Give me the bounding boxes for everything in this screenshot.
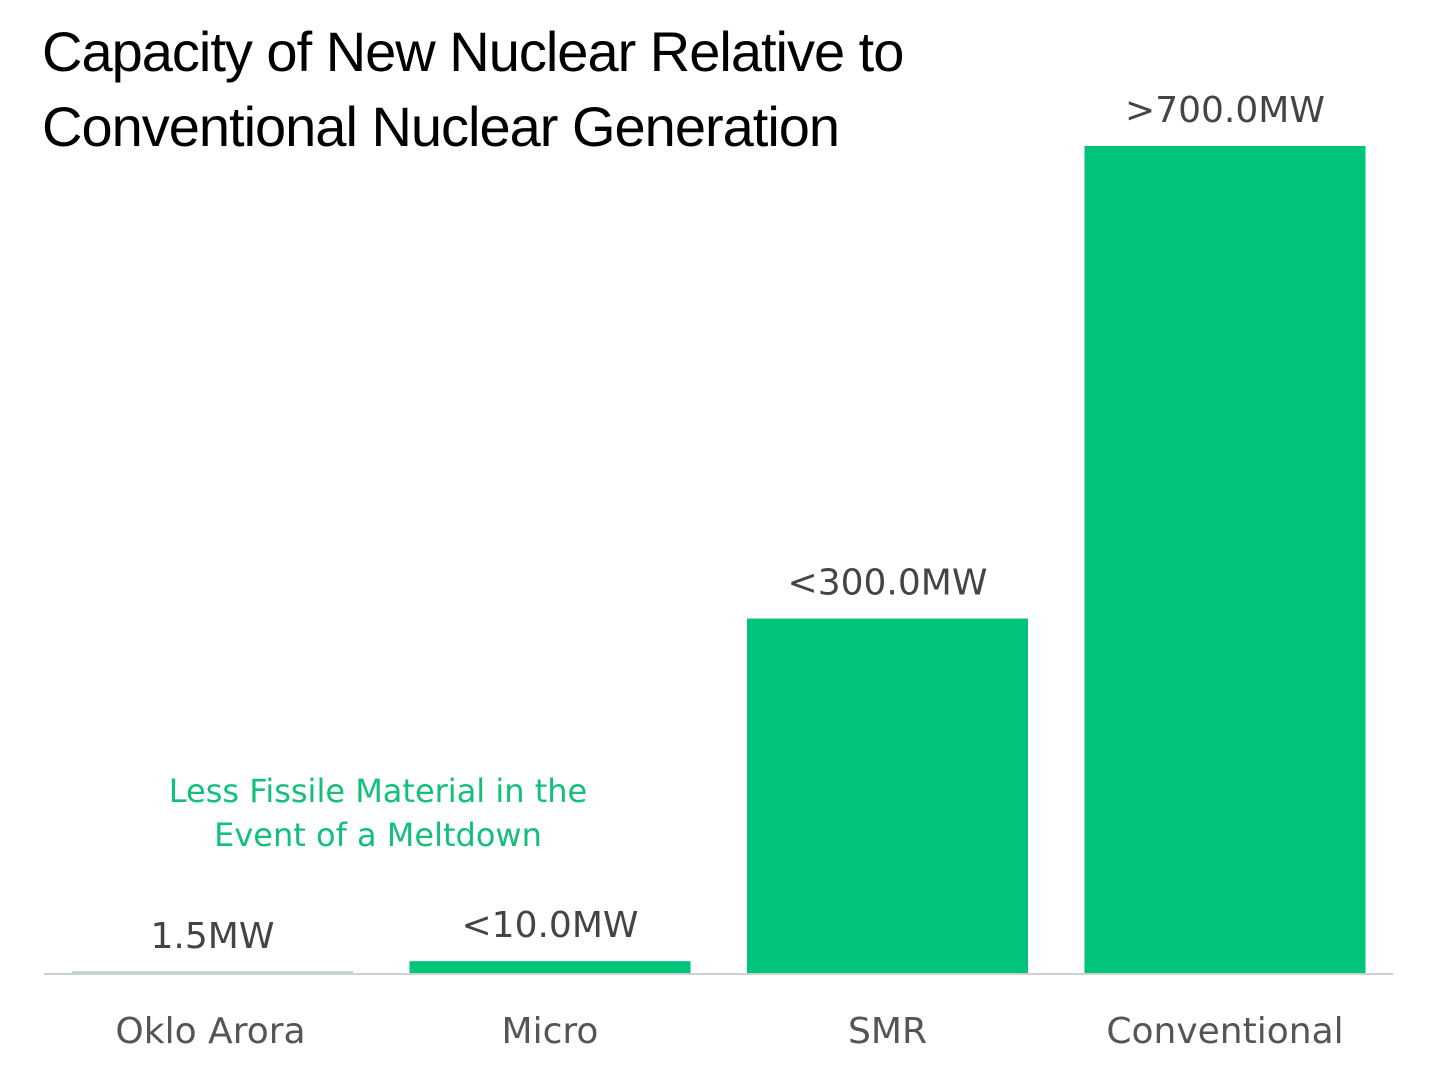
- data-label: <10.0MW: [462, 905, 639, 946]
- bar-smr: [747, 618, 1028, 973]
- bar-oklo-arora: [72, 971, 353, 973]
- bar-micro: [409, 961, 691, 973]
- category-label: SMR: [848, 1011, 927, 1052]
- chart-title: Capacity of New Nuclear Relative to Conve…: [42, 14, 904, 164]
- data-label: >700.0MW: [1125, 90, 1325, 131]
- category-label: Micro: [502, 1011, 599, 1052]
- data-label: 1.5MW: [151, 916, 275, 957]
- bar-conventional: [1084, 146, 1366, 973]
- annotation-line-1: Less Fissile Material in the: [169, 772, 587, 810]
- title-line-2: Conventional Nuclear Generation: [42, 95, 840, 158]
- category-label: Conventional: [1106, 1011, 1343, 1052]
- title-line-1: Capacity of New Nuclear Relative to: [42, 20, 904, 83]
- annotation-line-2: Event of a Meltdown: [214, 816, 542, 854]
- category-label: Oklo Arora: [115, 1011, 305, 1052]
- data-label: <300.0MW: [788, 563, 988, 604]
